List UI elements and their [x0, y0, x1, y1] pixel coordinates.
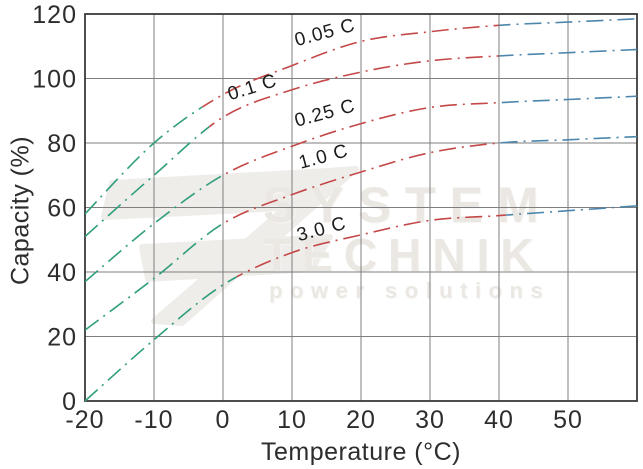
capacity-curve-1.0C-hot	[499, 135, 637, 144]
y-tick-label: 0	[62, 388, 77, 416]
x-tick-label: 50	[553, 406, 583, 434]
capacity-curve-0.25C-hot	[499, 95, 637, 104]
x-tick-label: 30	[415, 406, 445, 434]
y-tick-label: 40	[47, 259, 77, 287]
y-tick-label: 20	[47, 324, 77, 352]
x-tick-label: 20	[346, 406, 376, 434]
x-axis-title: Temperature (°C)	[261, 438, 461, 466]
capacity-curve-0.25C-mid	[223, 101, 499, 177]
y-tick-label: 100	[32, 66, 77, 94]
curve-label: 3.0 C	[295, 213, 349, 246]
x-tick-label: -10	[134, 406, 173, 434]
curve-label: 1.0 C	[297, 140, 351, 173]
plot-area-border	[84, 13, 638, 402]
x-tick-label: 40	[484, 406, 514, 434]
x-tick-label: -20	[65, 406, 104, 434]
y-tick-label: 120	[32, 1, 77, 29]
y-axis-title: Capacity (%)	[6, 135, 35, 286]
curve-label: 0.25 C	[292, 95, 357, 131]
x-tick-label: 0	[216, 406, 231, 434]
curve-label: 0.1 C	[225, 70, 279, 105]
y-tick-label: 80	[47, 130, 77, 158]
x-tick-label: 10	[277, 406, 307, 434]
capacity-curve-0.05C-cold	[85, 106, 203, 215]
capacity-curve-1.0C-mid	[223, 142, 499, 225]
y-tick-label: 60	[47, 195, 77, 223]
